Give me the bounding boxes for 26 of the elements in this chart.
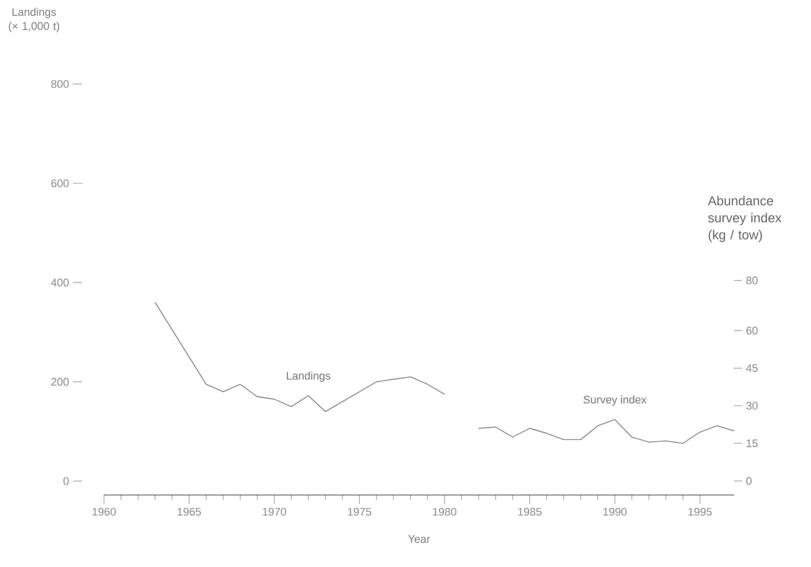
line-series xyxy=(478,419,734,444)
x-tick-label: 1965 xyxy=(178,508,201,516)
x-tick-label: 1970 xyxy=(262,508,286,516)
y2-axis-title: Abundance survey index (kg / tow) xyxy=(708,196,782,242)
y-tick-label: 400 xyxy=(51,278,69,286)
y-tick-label: 600 xyxy=(51,179,69,188)
x-axis-title: Year xyxy=(408,535,430,543)
series-label: Landings xyxy=(286,372,330,382)
x-tick-label: 1985 xyxy=(518,508,542,516)
y2-tick-label: 45 xyxy=(746,364,758,372)
y2-tick-label: 0 xyxy=(746,477,752,485)
y2-tick-label: 80 xyxy=(746,276,758,284)
series-label: Survey index xyxy=(584,395,646,406)
x-tick-label: 1990 xyxy=(603,508,627,516)
x-tick-label: 1960 xyxy=(92,508,116,516)
line-series xyxy=(154,302,445,412)
x-tick-label: 1995 xyxy=(688,508,712,516)
y-axis-title: Landings (× 1,000 t) xyxy=(8,8,60,32)
y2-tick-label: 15 xyxy=(746,440,758,448)
y2-tick-label: 60 xyxy=(746,326,758,334)
y-tick-label: 200 xyxy=(51,378,69,386)
y2-tick-label: 30 xyxy=(746,402,758,410)
x-tick-label: 1980 xyxy=(433,508,456,516)
y-tick-label: 0 xyxy=(63,477,69,485)
x-tick-label: 1975 xyxy=(348,508,372,516)
y-tick-label: 800 xyxy=(51,80,69,88)
